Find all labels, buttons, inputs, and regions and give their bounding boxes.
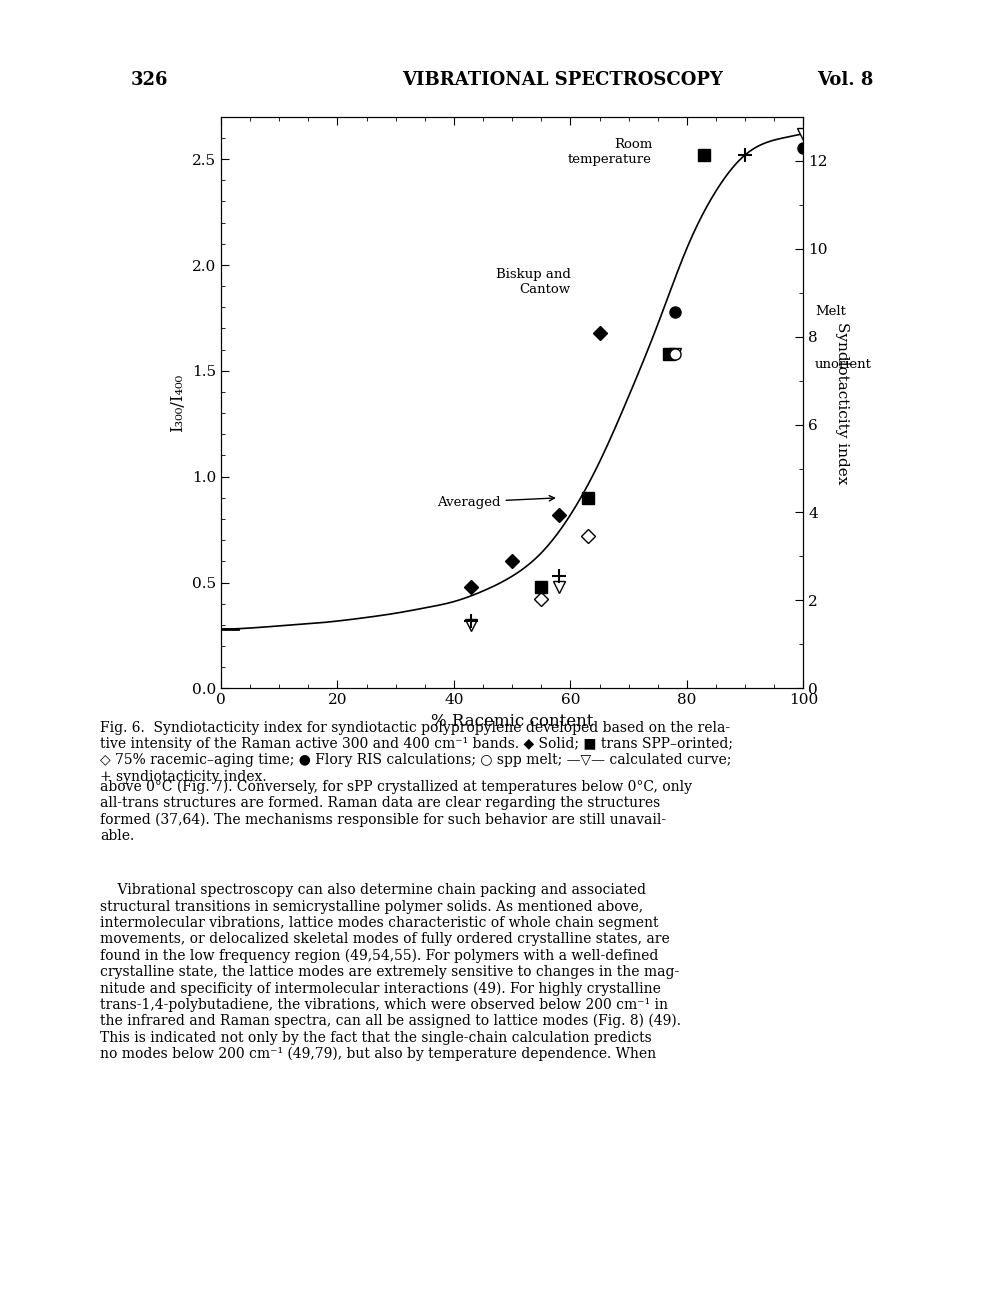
- Text: Melt: Melt: [815, 305, 845, 318]
- Text: Room
temperature: Room temperature: [568, 138, 652, 166]
- Text: Vibrational spectroscopy can also determine chain packing and associated
structu: Vibrational spectroscopy can also determ…: [100, 883, 681, 1061]
- Text: Averaged: Averaged: [437, 496, 554, 509]
- Text: Vol. 8: Vol. 8: [817, 71, 873, 90]
- Y-axis label: I₃₀₀/I₄₀₀: I₃₀₀/I₄₀₀: [170, 374, 186, 431]
- Y-axis label: Syndiotacticity index: Syndiotacticity index: [834, 322, 848, 483]
- Text: above 0°C (Fig. 7). Conversely, for sPP crystallized at temperatures below 0°C, : above 0°C (Fig. 7). Conversely, for sPP …: [100, 779, 692, 843]
- Text: 326: 326: [131, 71, 168, 90]
- Text: unorient: unorient: [815, 359, 871, 372]
- Text: Fig. 6.  Syndiotacticity index for syndiotactic polypropylene developed based on: Fig. 6. Syndiotacticity index for syndio…: [100, 721, 733, 783]
- X-axis label: % Racemic content: % Racemic content: [431, 713, 593, 730]
- Text: Biskup and
Cantow: Biskup and Cantow: [495, 268, 570, 296]
- Text: VIBRATIONAL SPECTROSCOPY: VIBRATIONAL SPECTROSCOPY: [402, 71, 722, 90]
